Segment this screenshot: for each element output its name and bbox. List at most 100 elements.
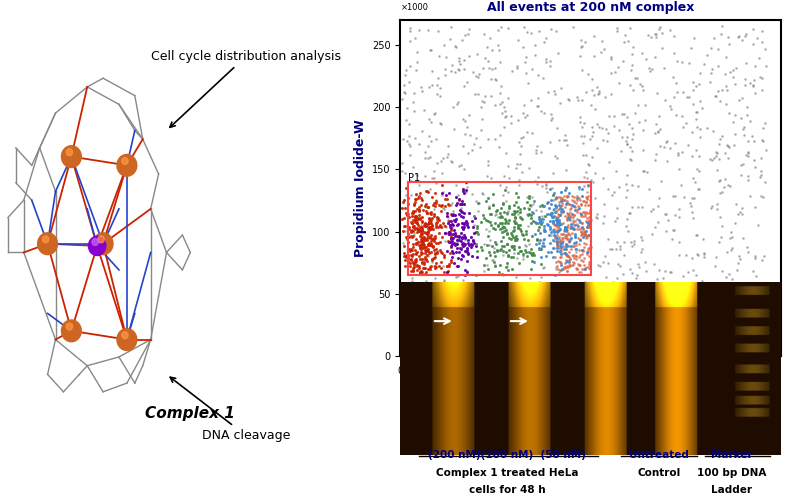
- Point: [584, 216, 597, 224]
- Point: [698, 253, 711, 261]
- Point: [508, 210, 520, 218]
- Point: [460, 78, 473, 86]
- Point: [443, 223, 456, 231]
- Point: [541, 210, 554, 218]
- Point: [662, 339, 675, 346]
- Point: [431, 90, 444, 98]
- Point: [707, 34, 720, 42]
- Point: [436, 188, 449, 196]
- Point: [722, 282, 735, 290]
- Point: [695, 277, 708, 285]
- Point: [479, 344, 492, 351]
- Point: [414, 194, 427, 202]
- Point: [560, 240, 573, 248]
- Point: [471, 222, 484, 230]
- Point: [424, 216, 437, 224]
- Point: [462, 241, 475, 249]
- Point: [561, 235, 574, 243]
- Point: [626, 86, 639, 94]
- Point: [687, 174, 699, 182]
- Point: [619, 193, 632, 200]
- Point: [591, 214, 603, 222]
- Point: [577, 233, 590, 241]
- Point: [568, 239, 580, 247]
- Point: [696, 348, 709, 356]
- Point: [502, 266, 515, 274]
- Point: [726, 275, 738, 283]
- Point: [563, 97, 576, 104]
- Point: [578, 295, 591, 303]
- Point: [581, 245, 594, 252]
- Point: [478, 267, 491, 275]
- Point: [423, 265, 436, 273]
- Point: [739, 150, 752, 158]
- Point: [569, 221, 582, 229]
- Point: [573, 268, 585, 276]
- Point: [441, 153, 454, 161]
- Point: [713, 238, 726, 246]
- Point: [611, 27, 623, 35]
- Point: [581, 70, 594, 78]
- Point: [664, 144, 676, 152]
- Point: [616, 110, 629, 118]
- Point: [711, 205, 724, 213]
- Point: [412, 264, 425, 272]
- Point: [648, 260, 661, 268]
- Point: [750, 301, 763, 309]
- Point: [678, 194, 691, 201]
- Point: [514, 247, 527, 254]
- Point: [487, 224, 500, 232]
- Point: [416, 268, 428, 276]
- Point: [680, 251, 692, 259]
- Point: [613, 79, 626, 87]
- Point: [532, 333, 545, 341]
- Point: [558, 226, 571, 234]
- Point: [456, 233, 469, 241]
- Point: [472, 199, 485, 207]
- Point: [706, 156, 718, 164]
- Point: [435, 324, 447, 332]
- Point: [550, 193, 562, 201]
- Point: [626, 124, 638, 132]
- Point: [563, 261, 576, 269]
- Point: [622, 227, 634, 235]
- Point: [580, 218, 593, 226]
- Point: [520, 252, 533, 260]
- Point: [547, 226, 560, 234]
- Point: [511, 116, 524, 124]
- Point: [432, 214, 445, 222]
- Point: [458, 199, 471, 207]
- Point: [485, 174, 497, 182]
- Point: [620, 215, 633, 223]
- Point: [481, 157, 494, 165]
- Point: [679, 341, 691, 348]
- Point: [431, 158, 444, 166]
- Point: [595, 285, 607, 293]
- Point: [429, 109, 442, 117]
- Point: [573, 261, 585, 269]
- Point: [578, 228, 591, 236]
- Point: [492, 268, 505, 276]
- Point: [755, 342, 768, 349]
- Point: [597, 258, 610, 266]
- Point: [396, 227, 409, 235]
- Point: [442, 217, 454, 225]
- Point: [712, 87, 725, 95]
- Point: [435, 207, 448, 215]
- Point: [462, 223, 474, 231]
- Point: [450, 240, 462, 248]
- Point: [565, 223, 577, 231]
- Point: [585, 132, 598, 140]
- Point: [547, 332, 560, 340]
- Point: [511, 203, 524, 211]
- Point: [498, 107, 511, 115]
- Point: [548, 244, 561, 252]
- Point: [411, 261, 423, 269]
- Point: [568, 193, 580, 201]
- Point: [692, 185, 705, 193]
- Point: [546, 184, 558, 192]
- Point: [397, 196, 410, 203]
- Point: [446, 223, 458, 231]
- Point: [458, 56, 470, 64]
- Point: [611, 312, 624, 320]
